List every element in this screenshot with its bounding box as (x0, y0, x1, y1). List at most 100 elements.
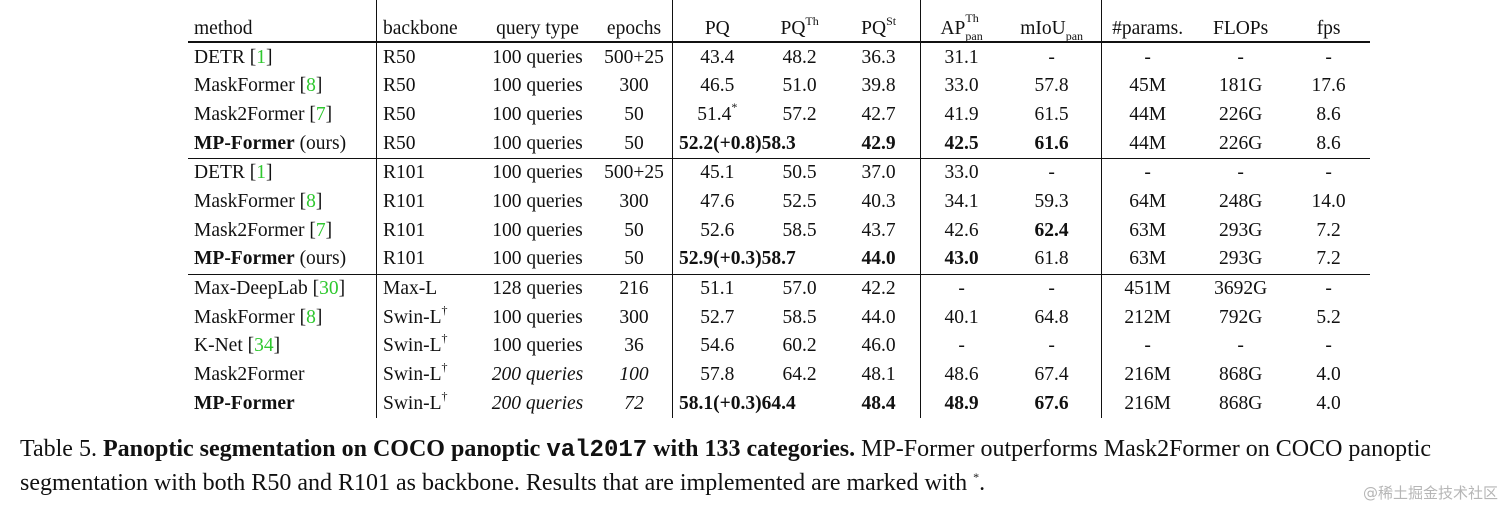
cell-flops: - (1237, 46, 1244, 68)
cell-fps: 14.0 (1311, 191, 1346, 213)
table-row: MP-Former (ours) R101 100 queries 50 52.9(+0… (188, 244, 1370, 275)
cell-query-type: 100 queries (492, 75, 583, 97)
cell-pq-th: 58.5 (782, 219, 817, 241)
cell-params: 63M (1101, 244, 1194, 275)
cell-method: MaskFormer [8] (188, 71, 377, 101)
cell-fps: 7.2 (1316, 219, 1341, 241)
cell-flops: - (1237, 335, 1244, 357)
backbone-name: R101 (383, 191, 426, 213)
cell-epochs: 500+25 (596, 158, 673, 188)
cell-query-type: 100 queries (492, 306, 583, 328)
method-name: Mask2Former (194, 364, 305, 386)
cell-pq-th: 60.2 (782, 335, 817, 357)
cell-fps: 7.2 (1287, 244, 1370, 275)
header-pq: PQ (704, 17, 730, 39)
cell-flops: 181G (1218, 75, 1263, 97)
cell-pq-th: 58.7 (761, 244, 838, 275)
header-ap-pan: AP Th pan (940, 10, 983, 43)
pq-value: 52.7 (700, 306, 735, 328)
header-pq-th: PQTh (780, 13, 819, 39)
cell-params: - (1144, 46, 1151, 68)
cell-fps: 4.0 (1316, 364, 1341, 386)
cell-flops: - (1237, 162, 1244, 184)
cell-pq-st: 43.7 (837, 216, 921, 245)
cell-params: 451M (1124, 278, 1171, 300)
table-row: DETR [1] R101 100 queries 500+25 45.1 50.5 37.… (188, 158, 1370, 188)
cell-backbone: Swin-L† (377, 303, 480, 332)
cell-ap-pan: 41.9 (944, 103, 979, 125)
backbone-name: Swin-L (383, 364, 442, 386)
method-name: DETR (194, 46, 245, 68)
cell-pq: 46.5 (673, 72, 762, 101)
header-row: method backbone query type epochs PQ PQT… (188, 0, 1370, 42)
cell-ap-pan: 33.0 (944, 75, 979, 97)
header-query-type: query type (496, 17, 579, 39)
cell-miou-pan: 67.6 (1002, 389, 1102, 418)
cell-epochs: 72 (596, 389, 673, 418)
cell-method: DETR [1] (188, 158, 377, 188)
caption-title: Panoptic segmentation on COCO panoptic v… (102, 436, 856, 464)
pq-mark: * (731, 99, 738, 114)
results-table: method backbone query type epochs PQ PQT… (188, 0, 1370, 418)
cell-params: 212M (1124, 306, 1171, 328)
cell-pq: 57.8 (673, 361, 762, 390)
table-row: Max-DeepLab [30] Max-L 128 queries 216 51.1 5… (188, 274, 1370, 304)
cell-pq-st: 44.0 (837, 244, 921, 275)
cell-params: 216M (1124, 392, 1171, 414)
cell-pq-st: 36.3 (837, 42, 921, 72)
cell-method: MaskFormer [8] (188, 303, 377, 332)
citation-link: 1 (256, 46, 267, 68)
cell-pq-th: 57.0 (782, 278, 817, 300)
cell-pq: 52.9(+0.3) (672, 244, 762, 275)
header-method: method (188, 0, 377, 42)
citation-link: 7 (315, 103, 326, 125)
backbone-name: R101 (383, 219, 426, 241)
cell-miou-pan: 57.8 (1002, 71, 1102, 101)
cell-method: Mask2Former (188, 360, 377, 390)
cell-backbone: Swin-L† (377, 361, 480, 390)
cell-flops: 226G (1193, 129, 1288, 159)
table-caption: Table 5. Panoptic segmentation on COCO p… (20, 436, 1432, 496)
cell-miou-pan: - (1002, 158, 1102, 188)
cell-miou-pan: - (1002, 42, 1102, 72)
cell-miou-pan: 61.8 (1002, 244, 1102, 275)
cell-ap-pan: 33.0 (944, 162, 979, 184)
cell-params: 44M (1129, 103, 1167, 125)
cell-ap-pan: - (958, 278, 965, 300)
table-row: MaskFormer [8] R101 100 queries 300 47.6 52.5… (188, 187, 1370, 217)
pq-value: 43.4 (700, 46, 735, 68)
cell-epochs: 36 (596, 331, 673, 361)
method-name: MaskFormer (194, 191, 295, 213)
table-row: MaskFormer [8] R50 100 queries 300 46.5 51.0 3… (188, 71, 1370, 101)
pq-value: 47.6 (700, 191, 735, 213)
cell-backbone: R101 (377, 187, 480, 216)
cell-flops: 293G (1193, 244, 1288, 275)
cell-miou-pan: 64.8 (1002, 303, 1102, 332)
cell-method: MP-Former (ours) (188, 129, 377, 159)
cell-epochs: 300 (596, 187, 673, 217)
cell-ap-pan: 48.9 (944, 392, 979, 414)
cell-epochs: 50 (596, 129, 673, 159)
backbone-mark: † (441, 302, 448, 317)
cell-backbone: Swin-L† (377, 332, 480, 361)
cell-ap-pan: 31.1 (944, 46, 979, 68)
results-table-container: method backbone query type epochs PQ PQT… (188, 0, 1370, 418)
cell-epochs: 50 (596, 244, 673, 275)
cell-pq-st: 42.2 (837, 274, 921, 304)
pq-value: 51.4 (697, 103, 732, 125)
citation-link: 1 (256, 162, 267, 184)
cell-pq-st: 44.0 (837, 303, 921, 332)
cell-params: 45M (1129, 75, 1167, 97)
cell-pq-st: 37.0 (837, 158, 921, 188)
cell-pq: 58.1(+0.3) (673, 389, 762, 418)
cell-pq-st: 48.1 (837, 360, 921, 390)
cell-method: K-Net [34] (188, 331, 377, 361)
cell-backbone: R101 (377, 216, 480, 245)
table-body: DETR [1] R50 100 queries 500+25 43.4 48.2 36.3… (188, 42, 1370, 418)
citation-link: 30 (319, 278, 339, 300)
cell-pq: 51.1 (673, 274, 762, 303)
method-suffix: (ours) (299, 248, 347, 270)
cell-backbone: Max-L (377, 274, 480, 303)
cell-miou-pan: 62.4 (1002, 216, 1102, 245)
cell-miou-pan: - (1002, 331, 1102, 361)
